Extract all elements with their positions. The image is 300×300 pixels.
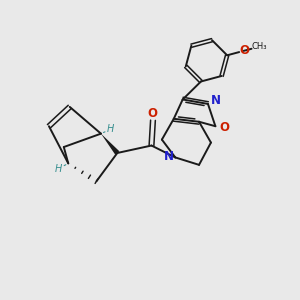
Text: N: N (211, 94, 221, 107)
Text: N: N (164, 150, 174, 163)
Text: CH₃: CH₃ (251, 42, 267, 51)
Text: O: O (240, 44, 250, 57)
Text: H: H (55, 164, 62, 174)
Polygon shape (101, 134, 119, 155)
Text: H: H (107, 124, 115, 134)
Text: O: O (219, 121, 229, 134)
Text: O: O (147, 107, 158, 120)
